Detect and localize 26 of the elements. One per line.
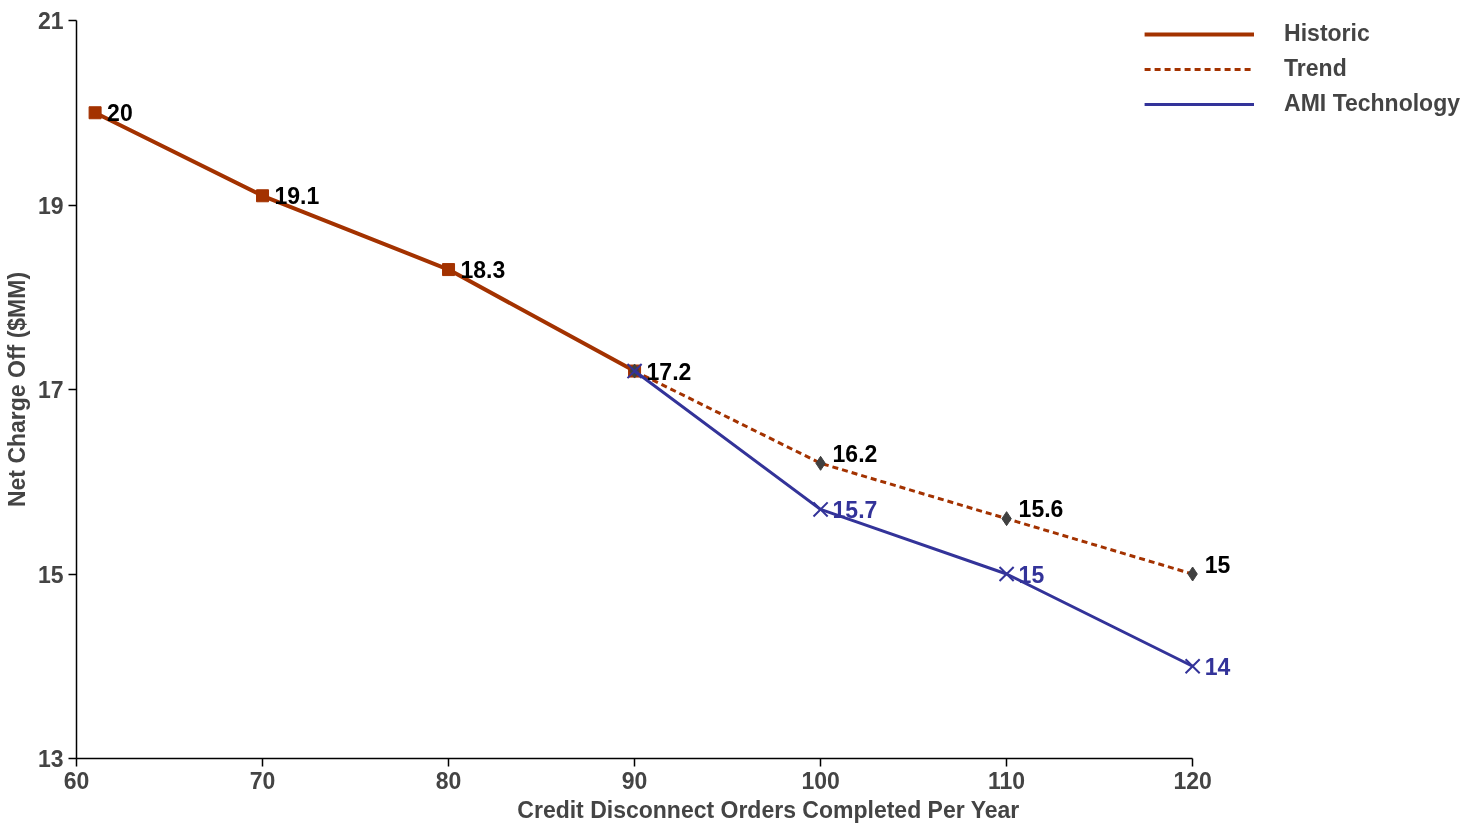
data-label: 17.2 (646, 358, 692, 385)
x-axis-title: Credit Disconnect Orders Completed Per Year (517, 796, 1020, 823)
data-label: 14 (1204, 653, 1231, 680)
data-label: 16.2 (832, 440, 878, 467)
data-label: 15 (1018, 561, 1045, 588)
legend-label: Trend (1284, 55, 1347, 82)
data-label: 20 (107, 100, 133, 127)
legend-label: AMI Technology (1284, 90, 1460, 117)
y-tick-label: 19 (37, 192, 64, 219)
y-tick-label: 15 (37, 561, 64, 588)
x-tick-label: 100 (801, 767, 840, 794)
x-tick-label: 120 (1173, 767, 1212, 794)
x-tick-label: 80 (435, 767, 462, 794)
x-tick-label: 110 (988, 767, 1026, 794)
y-tick-label: 17 (37, 377, 64, 403)
y-tick-label: 13 (37, 746, 64, 772)
data-label: 15.6 (1018, 496, 1064, 523)
legend-label: Historic (1284, 20, 1370, 47)
x-tick-label: 70 (249, 767, 276, 794)
x-tick-label: 60 (63, 767, 90, 794)
x-tick-label: 90 (621, 767, 648, 794)
data-label: 19.1 (274, 183, 320, 210)
y-axis-title: Net Charge Off ($MM) (3, 271, 30, 508)
data-label: 18.3 (460, 257, 506, 284)
y-tick-label: 21 (37, 8, 64, 34)
data-label: 15 (1204, 551, 1231, 578)
